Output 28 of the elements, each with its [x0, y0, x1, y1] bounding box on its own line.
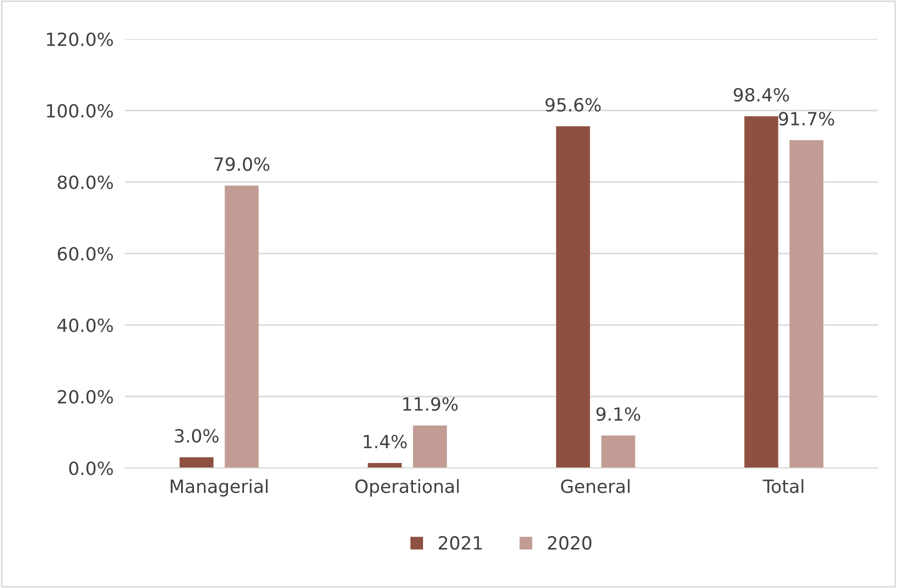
data-label: 3.0% — [174, 429, 218, 443]
y-tick-label: 80.0% — [58, 175, 113, 190]
x-tick-label: Operational — [355, 479, 459, 497]
y-tick-label: 0.0% — [69, 461, 113, 476]
y-tick-label: 60.0% — [58, 246, 113, 261]
x-tick-label: Managerial — [170, 479, 268, 497]
data-label: 11.9% — [403, 397, 458, 411]
data-label: 98.4% — [734, 88, 789, 102]
legend-label: 2021 — [438, 536, 482, 550]
data-label: 91.7% — [778, 112, 834, 126]
y-tick-label: 40.0% — [57, 318, 113, 332]
legend-label: 2020 — [548, 536, 592, 550]
bar — [224, 186, 259, 468]
bar — [744, 116, 778, 468]
y-tick-label: 100.0% — [47, 104, 113, 118]
data-label: 95.6% — [545, 98, 601, 112]
bar — [601, 435, 636, 468]
bar — [180, 457, 214, 468]
data-label: 79.0% — [214, 157, 270, 171]
x-tick-label: Total — [762, 479, 804, 494]
data-label: 9.1% — [596, 407, 640, 421]
bar — [790, 140, 824, 468]
x-tick-label: General — [561, 479, 630, 494]
y-tick-label: 120.0% — [47, 32, 113, 46]
bar — [413, 425, 447, 468]
data-label: 1.4% — [364, 434, 407, 448]
bar — [556, 126, 590, 468]
y-tick-label: 20.0% — [58, 390, 113, 404]
